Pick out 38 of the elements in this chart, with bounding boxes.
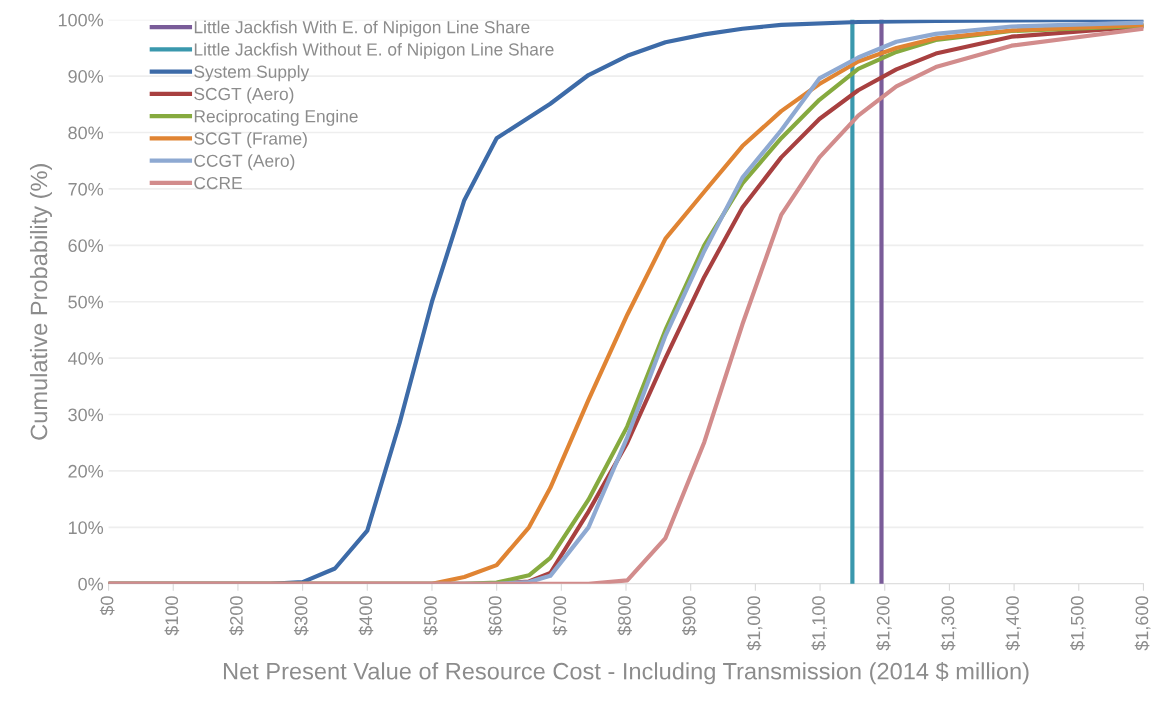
x-tick-label: $900 — [681, 596, 697, 636]
x-tick-label: $1,600 — [1134, 596, 1151, 651]
y-tick-label: 70% — [68, 182, 104, 196]
x-tick-label: $300 — [293, 596, 309, 636]
y-tick-label: 100% — [58, 13, 104, 27]
y-tick-label: 90% — [68, 70, 104, 83]
y-tick-label: 60% — [68, 239, 104, 253]
x-tick-label: $1,000 — [746, 596, 763, 651]
y-tick-label: 30% — [68, 408, 104, 422]
x-tick-label: $800 — [617, 596, 632, 636]
y-tick-label: 40% — [67, 352, 104, 365]
y-tick-label: 50% — [68, 295, 104, 309]
x-tick-label: $200 — [229, 596, 244, 636]
legend-label: Reciprocating Engine — [194, 109, 358, 126]
x-tick-label: $1,200 — [876, 596, 892, 651]
legend-label: SCGT (Aero) — [194, 87, 294, 104]
x-tick-label: $1,500 — [1070, 596, 1086, 651]
legend-label: System Supply — [194, 65, 310, 82]
x-tick-label: $500 — [423, 596, 438, 636]
legend-label: SCGT (Frame) — [194, 131, 307, 149]
x-axis-title: Net Present Value of Resource Cost - Including Transmission (2014 $ million) — [223, 661, 1029, 685]
y-tick-label: 80% — [68, 126, 104, 140]
legend-label: CCRE — [194, 176, 242, 190]
x-tick-label: $400 — [358, 596, 374, 636]
x-tick-label: $700 — [552, 596, 568, 636]
x-tick-label: $1,400 — [1005, 596, 1022, 651]
legend-label: CCGT (Aero) — [194, 154, 295, 171]
y-tick-label: 0% — [78, 577, 104, 591]
y-axis-title: Cumulative Probability (%) — [29, 164, 52, 440]
y-tick-label: 10% — [68, 521, 104, 535]
legend-label: Little Jackfish Without E. of Nipigon Line Share — [194, 42, 554, 60]
x-tick-label: $1,300 — [940, 596, 957, 651]
x-tick-label: $1,100 — [811, 596, 828, 651]
y-tick-label: 20% — [68, 464, 104, 478]
x-tick-label: $100 — [164, 596, 180, 636]
x-tick-label: $600 — [487, 596, 503, 636]
legend-label: Little Jackfish With E. of Nipigon Line Share — [194, 20, 530, 37]
x-tick-label: $0 — [99, 596, 115, 616]
